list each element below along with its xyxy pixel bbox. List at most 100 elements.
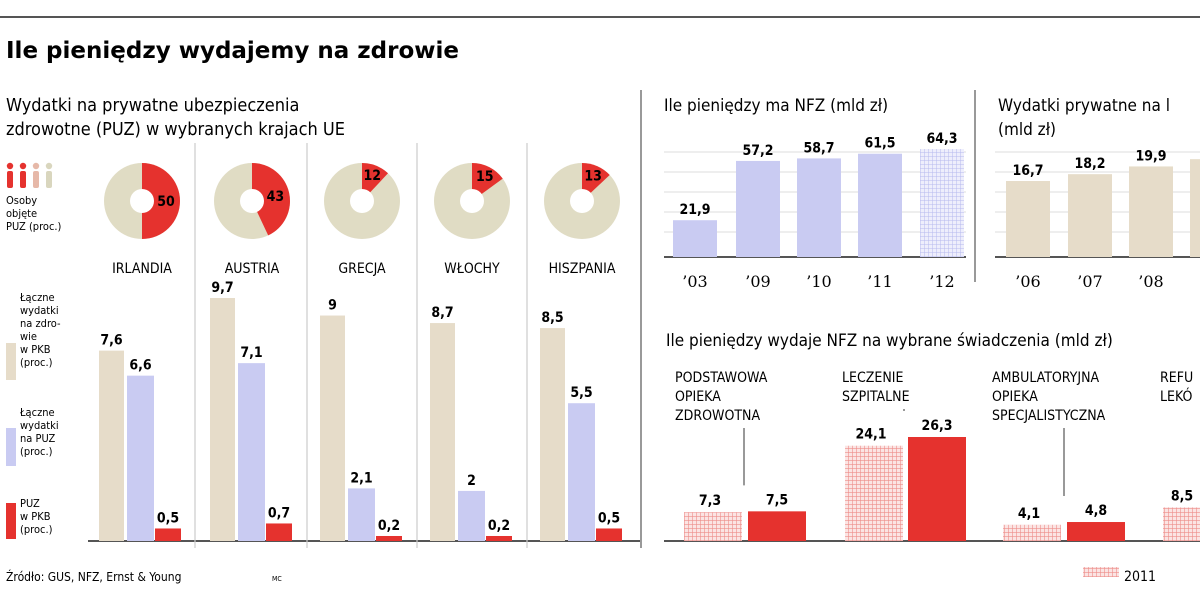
donut-value-label: 43 [267,189,285,205]
country-label: GRECJA [338,261,386,277]
country-label: HISZPANIA [549,261,616,277]
puz-bar-chart: 7,6 6,6 0,5 9,7 7,1 0,7 9 2,1 0,2 8,7 2 0,2 8,5 5,5 0,… [88,280,641,542]
puz-bar-label: 5,5 [570,385,592,401]
private-bar-label: 19,9 [1135,148,1166,164]
puz-bar [376,535,402,541]
legend-lavender-label: wydatki [20,419,59,432]
service-bar [748,511,806,541]
private-title-1: Wydatki prywatne na l [998,96,1170,116]
people-legend-label: Osoby [6,194,37,207]
donut-value-label: 50 [157,194,175,210]
services-legend-label: 2011 [1124,569,1156,585]
donut-value-label: 12 [364,168,382,184]
donut-hole [460,189,484,213]
puz-bar-label: 7,6 [100,333,123,349]
service-bar-label: 4,1 [1018,506,1040,522]
service-bar-label: 8,5 [1171,488,1193,504]
puz-bar-label: 8,7 [431,305,453,321]
service-group-label: ZDROWOTNA [675,408,760,424]
service-group-label: REFU [1160,370,1193,386]
private-bar [1068,174,1112,257]
service-bar [1003,524,1061,541]
nfz-bar [797,158,841,257]
legend-lavender-label: Łączne [19,406,55,419]
service-bar-label: 26,3 [921,418,952,434]
service-group-label: OPIEKA [992,389,1038,405]
people-icon [6,162,53,188]
puz-bar [99,350,124,541]
donut-hole [130,189,154,213]
service-bar-label: 7,3 [699,493,721,509]
legend-red-label: PUZ [20,497,40,510]
coverage-donuts: 50 43 12 15 13 [104,163,620,239]
service-bar [684,512,742,541]
puz-bar [486,535,512,541]
legend-beige-label: wydatki [20,304,59,317]
nfz-year-label: ’10 [806,272,831,291]
service-bar [1163,507,1200,541]
puz-bar-label: 2,1 [350,470,372,486]
legend-beige-label: (proc.) [20,356,53,369]
puz-bar [540,328,565,541]
nfz-year-label: ’03 [682,272,707,291]
puz-bar-label: 2 [467,473,476,489]
private-bar-chart: 16,7 ’06 18,2 ’07 19,9 ’08 [995,148,1200,291]
puz-bar [155,528,181,541]
legend-red-label: w PKB [20,510,51,523]
legend-beige-label: na zdro- [20,317,61,330]
main-title: Ile pieniędzy wydajemy na zdrowie [6,38,459,64]
private-bar-label: 16,7 [1012,163,1043,179]
donut-hole [240,189,264,213]
service-group-label: SZPITALNE [842,389,910,405]
service-bar [908,437,966,541]
donut-value-label: 15 [476,169,494,185]
service-group-label: SPECJALISTYCZNA [992,408,1106,424]
donut-slice [252,163,291,236]
author-initials: MC [272,575,282,583]
private-bar-cut [1190,159,1200,257]
people-legend-label: PUZ (proc.) [6,220,62,233]
private-bar-label: 18,2 [1074,156,1105,172]
nfz-bar-label: 61,5 [864,136,895,152]
left-subtitle-2: zdrowotne (PUZ) w wybranych krajach UE [6,119,345,140]
nfz-bar [736,160,780,257]
nfz-bar-label: 58,7 [803,140,834,156]
private-year-label: ’07 [1077,272,1102,291]
puz-bar [127,375,154,541]
puz-bar-label: 0,5 [598,510,620,526]
services-bar-chart: PODSTAWOWA OPIEKA ZDROWOTNA 7,3 7,5 LECZENIE S… [664,370,1200,542]
country-label: IRLANDIA [112,261,172,277]
puz-bar-label: 0,2 [488,518,510,534]
puz-bar [348,488,375,541]
nfz-total-title: Ile pieniędzy ma NFZ (mld zł) [664,96,888,116]
nfz-bar [673,220,717,257]
legend-beige-swatch [6,343,16,380]
puz-bar [210,298,235,541]
private-year-label: ’08 [1138,272,1163,291]
donut-slice [472,163,503,201]
puz-bar-label: 8,5 [541,310,563,326]
nfz-bar-label: 64,3 [926,131,957,147]
puz-bar [266,523,292,541]
legend-beige-label: wie [20,330,37,343]
puz-bar-label: 0,2 [378,518,400,534]
service-group-label: LECZENIE [842,370,903,386]
services-legend-swatch [1083,567,1119,577]
legend-red-label: (proc.) [20,523,53,536]
puz-bar [596,528,622,541]
nfz-bar-chart: 21,9 ’03 57,2 ’09 58,7 ’10 61,5 ’11 64,3 ’12 [664,131,966,291]
services-legend: 2011 [1083,567,1156,585]
private-year-label: ’06 [1015,272,1040,291]
service-bar [845,445,903,541]
puz-bar-label: 6,6 [129,358,152,374]
puz-bar-label: 0,7 [268,505,290,521]
nfz-bar [858,153,902,257]
puz-bar [458,490,485,541]
country-label: WŁOCHY [444,261,500,277]
service-bar-label: 24,1 [855,427,886,443]
puz-bar [238,363,265,541]
